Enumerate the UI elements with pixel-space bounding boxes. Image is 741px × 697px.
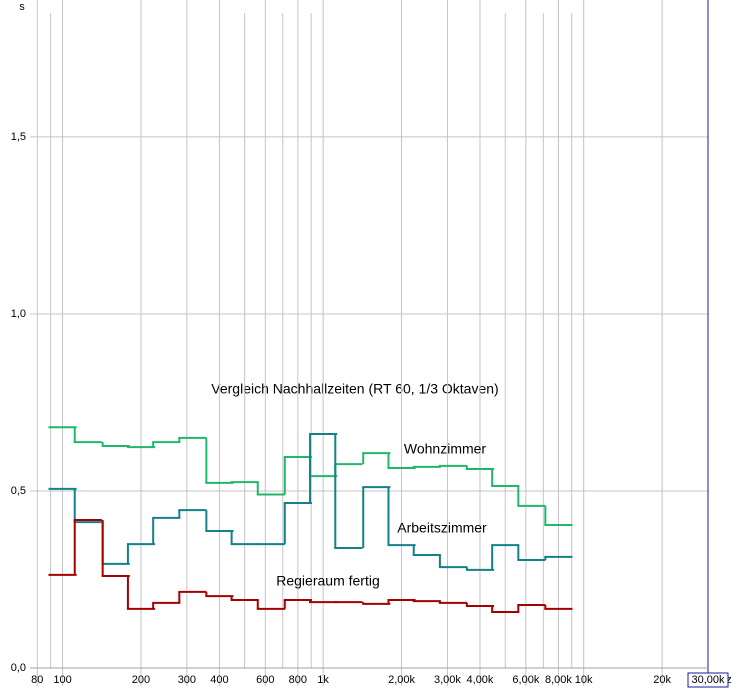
x-tick-label: 10k: [575, 674, 593, 686]
x-tick-label: 800: [289, 674, 307, 686]
x-tick-label: 20k: [653, 674, 671, 686]
y-tick-label: 1,0: [11, 308, 26, 320]
x-tick-label: 80: [31, 674, 43, 686]
x-tick-label: 30,00k: [691, 674, 725, 686]
y-tick-label: 0,5: [11, 485, 26, 497]
x-tick-label: 200: [132, 674, 150, 686]
x-tick-label: 1k: [317, 674, 329, 686]
x-tick-label: 4,00k: [467, 674, 494, 686]
x-tick-label: 6,00k: [512, 674, 539, 686]
series: [48, 519, 573, 614]
x-axis-label: z: [726, 674, 732, 686]
tick-highlight: [687, 672, 729, 688]
series-label: Regieraum fertig: [276, 573, 380, 589]
y-axis-label: s: [19, 1, 25, 13]
series-label: Arbeitszimmer: [397, 520, 487, 536]
x-tick-label: 2,00k: [388, 674, 415, 686]
x-tick-label: 300: [178, 674, 196, 686]
series-label: Wohnzimmer: [404, 441, 487, 457]
x-tick-label: 100: [53, 674, 71, 686]
y-tick-label: 0,0: [11, 662, 26, 674]
x-tick-label: 600: [256, 674, 274, 686]
x-tick-label: 400: [210, 674, 228, 686]
chart-title: Vergleich Nachhallzeiten (RT 60, 1/3 Okt…: [211, 381, 498, 397]
x-tick-label: 8,00k: [545, 674, 572, 686]
x-tick-label: 3,00k: [434, 674, 461, 686]
series: [48, 432, 573, 571]
y-tick-label: 1,5: [11, 131, 26, 143]
